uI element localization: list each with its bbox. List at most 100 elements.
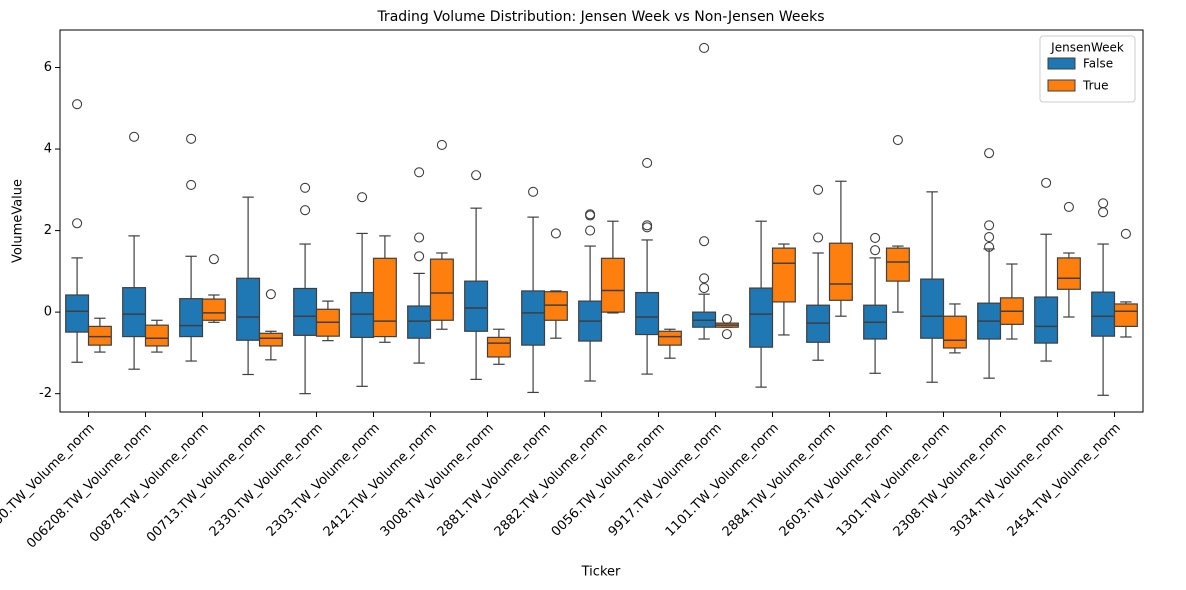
box-group bbox=[521, 186, 546, 394]
outlier bbox=[699, 236, 710, 247]
box-group bbox=[1113, 228, 1138, 338]
box bbox=[179, 298, 204, 338]
box bbox=[122, 287, 147, 338]
outlier bbox=[699, 273, 710, 284]
y-tick-label: -2 bbox=[39, 386, 52, 401]
box bbox=[201, 298, 226, 321]
outlier bbox=[892, 135, 903, 146]
box bbox=[407, 305, 432, 339]
plot-frame bbox=[59, 29, 1144, 413]
outlier bbox=[642, 222, 653, 233]
box-group bbox=[692, 42, 717, 340]
outlier bbox=[699, 42, 710, 53]
outlier bbox=[300, 205, 311, 216]
legend-title: JensenWeek bbox=[1050, 41, 1124, 55]
box bbox=[464, 280, 489, 332]
outlier bbox=[699, 283, 710, 294]
outlier bbox=[642, 157, 653, 168]
box-group bbox=[1091, 198, 1116, 396]
outlier bbox=[585, 225, 596, 236]
box bbox=[486, 336, 511, 358]
outlier bbox=[436, 139, 447, 151]
box bbox=[350, 291, 375, 338]
box-group bbox=[293, 182, 318, 395]
box-group bbox=[429, 139, 454, 330]
outlier bbox=[984, 232, 995, 243]
legend-label: True bbox=[1082, 79, 1109, 93]
box-group bbox=[635, 157, 660, 375]
outlier bbox=[129, 131, 140, 142]
box bbox=[1034, 296, 1059, 344]
box bbox=[885, 247, 910, 282]
y-tick-label: 6 bbox=[44, 60, 52, 75]
box bbox=[429, 258, 454, 321]
box bbox=[600, 257, 625, 313]
box-group bbox=[1056, 201, 1081, 318]
box bbox=[293, 287, 318, 336]
y-tick-label: 0 bbox=[44, 305, 52, 320]
outlier bbox=[208, 254, 219, 265]
outlier bbox=[186, 133, 197, 144]
box-group bbox=[977, 148, 1002, 379]
box-group bbox=[863, 232, 888, 374]
box bbox=[771, 247, 796, 303]
legend-swatch bbox=[1047, 79, 1076, 92]
box-group bbox=[942, 303, 967, 354]
box bbox=[372, 257, 397, 338]
box-group bbox=[600, 220, 625, 314]
outlier bbox=[72, 218, 83, 229]
box bbox=[1091, 291, 1116, 337]
box-group bbox=[236, 196, 261, 376]
box-group bbox=[315, 300, 340, 342]
outlier bbox=[414, 167, 425, 178]
box bbox=[828, 242, 853, 301]
box bbox=[920, 278, 945, 339]
box bbox=[236, 277, 261, 341]
box-group bbox=[920, 191, 945, 383]
box bbox=[87, 325, 112, 346]
box-group bbox=[771, 243, 796, 336]
box bbox=[942, 315, 967, 349]
box-group bbox=[578, 209, 603, 382]
box-group bbox=[464, 170, 489, 380]
y-tick-label: 2 bbox=[44, 223, 52, 238]
y-tick-label: 4 bbox=[44, 142, 52, 157]
outlier bbox=[1063, 201, 1074, 212]
outlier bbox=[721, 329, 732, 340]
box bbox=[144, 324, 169, 347]
outlier bbox=[1120, 228, 1131, 239]
outlier bbox=[813, 184, 824, 195]
outlier bbox=[1041, 177, 1052, 188]
outlier bbox=[300, 182, 311, 193]
box-group bbox=[144, 319, 169, 353]
box-group bbox=[749, 220, 774, 388]
box-group bbox=[201, 254, 226, 323]
box-group bbox=[1034, 177, 1059, 362]
legend-label: False bbox=[1083, 57, 1113, 71]
box bbox=[1056, 257, 1081, 290]
outlier bbox=[528, 186, 539, 197]
outlier bbox=[870, 245, 881, 256]
box-group bbox=[999, 263, 1024, 340]
y-axis-label: VolumeValue bbox=[11, 179, 26, 263]
outlier bbox=[414, 251, 425, 262]
box-group bbox=[372, 235, 397, 343]
outlier bbox=[72, 99, 83, 110]
box-group bbox=[350, 192, 375, 387]
chart-title: Trading Volume Distribution: Jensen Week… bbox=[376, 9, 824, 25]
outlier bbox=[870, 232, 881, 243]
box-group bbox=[407, 167, 432, 364]
box-group bbox=[543, 228, 568, 339]
box bbox=[749, 287, 774, 348]
box bbox=[543, 291, 568, 321]
outlier bbox=[1098, 207, 1109, 218]
outlier bbox=[550, 228, 561, 239]
outlier bbox=[984, 220, 995, 231]
box-group bbox=[65, 99, 90, 363]
outlier bbox=[585, 210, 596, 221]
outlier bbox=[813, 232, 824, 243]
box-group bbox=[657, 328, 682, 359]
outlier bbox=[357, 192, 368, 203]
